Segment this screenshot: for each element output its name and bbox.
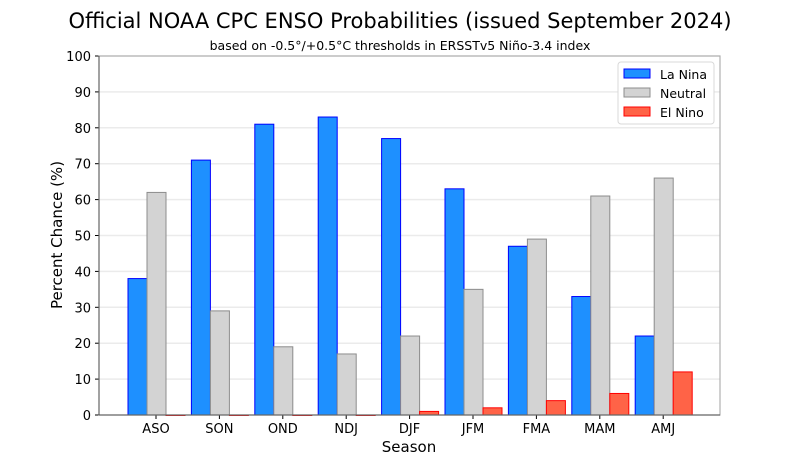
legend-swatch-el-nino bbox=[623, 106, 651, 117]
legend-swatch-neutral bbox=[623, 87, 651, 98]
bar-la-nina-aso bbox=[127, 278, 148, 416]
x-tick-label: FMA bbox=[523, 422, 551, 437]
bar-el-nino-fma bbox=[545, 400, 566, 416]
bar-neutral-jfm bbox=[463, 288, 484, 416]
x-tick-label: SON bbox=[205, 422, 233, 437]
x-tick-label: OND bbox=[268, 422, 298, 437]
bar-neutral-ond bbox=[273, 346, 294, 416]
legend-label: El Nino bbox=[660, 105, 704, 120]
y-tick-label: 70 bbox=[74, 158, 91, 173]
bar-la-nina-ndj bbox=[317, 116, 338, 416]
bar-el-nino-jfm bbox=[482, 407, 503, 416]
bar-neutral-ndj bbox=[336, 353, 357, 416]
bar-neutral-mam bbox=[590, 195, 611, 416]
bar-la-nina-fma bbox=[507, 245, 528, 416]
y-tick-label: 10 bbox=[74, 373, 91, 388]
y-tick-label: 80 bbox=[74, 122, 91, 137]
x-tick-label: DJF bbox=[399, 422, 420, 437]
x-tick-label: MAM bbox=[584, 422, 615, 437]
legend-swatch-la-nina bbox=[623, 68, 651, 79]
legend-label: Neutral bbox=[660, 86, 706, 101]
y-tick-label: 20 bbox=[74, 337, 91, 352]
x-tick-label: ASO bbox=[142, 422, 169, 437]
y-tick-label: 100 bbox=[66, 50, 91, 65]
x-tick-label: JFM bbox=[461, 422, 485, 437]
bar-la-nina-ond bbox=[254, 123, 275, 416]
bar-neutral-aso bbox=[146, 191, 167, 416]
y-tick-label: 30 bbox=[74, 301, 91, 316]
legend: La Nina Neutral El Nino bbox=[617, 61, 715, 125]
x-tick-label: AMJ bbox=[651, 422, 675, 437]
chart-title: Official NOAA CPC ENSO Probabilities (is… bbox=[68, 9, 731, 33]
bar-la-nina-mam bbox=[571, 296, 592, 416]
y-tick-label: 60 bbox=[74, 194, 91, 209]
bar-la-nina-son bbox=[190, 159, 211, 416]
bar-la-nina-djf bbox=[381, 138, 402, 416]
bar-el-nino-amj bbox=[672, 371, 693, 416]
y-tick-label: 0 bbox=[83, 409, 91, 424]
bar-neutral-djf bbox=[400, 335, 421, 416]
chart-subtitle: based on -0.5°/+0.5°C thresholds in ERSS… bbox=[210, 38, 591, 53]
y-tick-label: 90 bbox=[74, 86, 91, 101]
legend-label: La Nina bbox=[660, 67, 707, 82]
bar-el-nino-mam bbox=[609, 392, 630, 416]
bar-neutral-son bbox=[209, 310, 230, 416]
y-tick-label: 50 bbox=[74, 230, 91, 245]
y-tick-label: 40 bbox=[74, 265, 91, 280]
bar-neutral-amj bbox=[653, 177, 674, 416]
bar-la-nina-jfm bbox=[444, 188, 465, 416]
bar-neutral-fma bbox=[526, 238, 547, 416]
x-tick-label: NDJ bbox=[334, 422, 358, 437]
x-axis-label: Season bbox=[382, 438, 436, 456]
y-axis-label: Percent Chance (%) bbox=[48, 161, 66, 309]
bar-la-nina-amj bbox=[634, 335, 655, 416]
